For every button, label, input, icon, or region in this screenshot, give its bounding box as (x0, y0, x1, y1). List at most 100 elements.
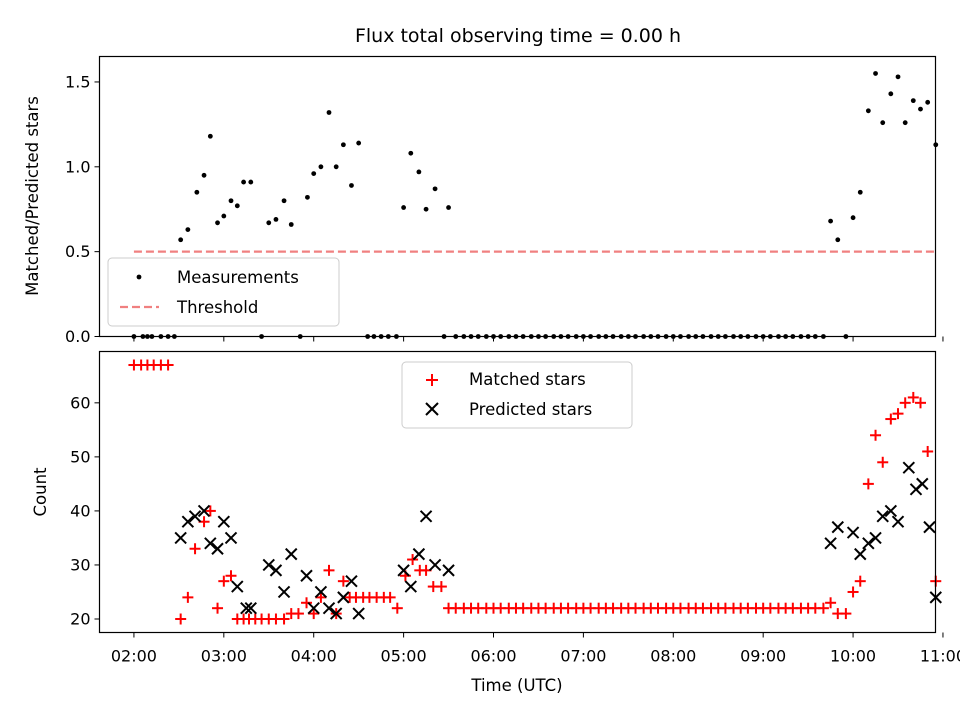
y-tick-label: 60 (70, 393, 90, 412)
matched-stars-point (204, 505, 216, 517)
measurements-point (201, 172, 207, 178)
measurements-point (305, 194, 310, 200)
predicted-stars-point (891, 515, 905, 528)
measurements-point (241, 179, 246, 185)
matched-stars-point (218, 575, 230, 587)
measurements-point (446, 205, 451, 210)
matched-stars-point (384, 591, 396, 603)
measurements-point (416, 169, 422, 175)
matched-stars-point (391, 602, 403, 614)
matched-stars-point (182, 591, 194, 603)
measurements-point (311, 171, 317, 176)
measurements-point (408, 150, 414, 156)
predicted-stars-point (412, 547, 426, 561)
measurements-point (333, 164, 339, 170)
measurements-point (356, 140, 362, 146)
predicted-stars-point (174, 531, 187, 545)
matched-stars-point (407, 554, 419, 566)
matched-stars-point (337, 575, 349, 587)
ratio-panel-ticks: 0.0 0.5 1.0 1.5 (65, 72, 944, 346)
matched-stars-point (854, 575, 866, 587)
count-panel-series (128, 359, 942, 625)
measurements-point (857, 189, 863, 195)
measurements-point (194, 189, 200, 195)
predicted-stars-point (285, 547, 298, 561)
matched-stars-point (840, 608, 852, 620)
legend-label-threshold: Threshold (176, 298, 258, 317)
predicted-stars-point (197, 504, 211, 518)
x-tick-label: 09:00 (740, 647, 786, 666)
legend-label-measurements: Measurements (177, 268, 299, 287)
measurements-point (178, 237, 184, 243)
predicted-stars-point (419, 510, 433, 523)
measurements-point (326, 110, 332, 115)
matched-stars-point (914, 397, 926, 409)
predicted-stars-point (404, 580, 418, 593)
count-legend-box (401, 361, 633, 429)
ratio-panel-frame (98, 55, 937, 338)
matched-stars-point (308, 608, 320, 620)
predicted-stars-point (224, 531, 238, 545)
matched-stars-point (892, 408, 904, 420)
count-legend: Matched stars Predicted stars (401, 361, 633, 429)
matched-stars-point (817, 602, 829, 614)
measurements-point (423, 206, 429, 212)
matched-stars-point (847, 586, 859, 598)
x-tick-label: 04:00 (291, 647, 337, 666)
measurements-point (248, 179, 254, 185)
measurements-point (401, 205, 407, 210)
predicted-stars-point (352, 607, 365, 620)
matched-stars-point (323, 564, 335, 576)
matched-stars-point (907, 391, 919, 403)
predicted-stars-point (300, 569, 313, 582)
predicted-stars-point (884, 504, 898, 518)
measurements-point (873, 71, 878, 76)
predicted-stars-point (277, 585, 291, 599)
measurements-point (910, 98, 916, 104)
y-tick-label: 50 (70, 447, 90, 466)
count-panel-ticks: 20 30 40 50 60 02:00 03:00 04:00 05:00 06:00 07:00… (70, 393, 960, 665)
predicted-stars-point (876, 510, 889, 523)
ratio-panel-ylabel: Matched/Predicted stars (23, 96, 42, 296)
matched-stars-point (877, 456, 889, 468)
predicted-stars-point (322, 601, 336, 615)
measurements-point (828, 218, 833, 224)
y-tick-label: 1.5 (65, 72, 90, 91)
measurements-point (234, 203, 240, 209)
legend-marker-predicted-stars (425, 402, 439, 416)
measurements-point (318, 164, 324, 170)
x-tick-label: 02:00 (111, 647, 157, 666)
legend-label-predicted-stars: Predicted stars (469, 400, 592, 419)
ratio-panel: 0.0 0.5 1.0 1.5 Matched/Predicted stars Mea… (23, 55, 944, 346)
matched-stars-point (162, 359, 174, 371)
y-tick-label: 0.5 (65, 242, 90, 261)
count-panel: 20 30 40 50 60 02:00 03:00 04:00 05:00 06:00 07:00… (31, 350, 960, 695)
measurements-point (228, 198, 234, 204)
matched-stars-point (212, 602, 224, 614)
predicted-stars-point (869, 531, 882, 545)
x-tick-label: 10:00 (830, 647, 876, 666)
x-tick-label: 08:00 (650, 647, 696, 666)
predicted-stars-point (188, 510, 202, 523)
predicted-stars-point (824, 537, 837, 550)
predicted-stars-point (345, 574, 358, 588)
y-tick-label: 1.0 (65, 157, 90, 176)
measurements-point (432, 186, 438, 192)
predicted-stars-point (314, 585, 328, 599)
predicted-stars-point (902, 461, 916, 474)
measurements-point (207, 133, 213, 139)
measurements-point (850, 215, 856, 221)
predicted-stars-point (244, 601, 257, 615)
legend-label-matched-stars: Matched stars (469, 370, 586, 389)
matched-stars-point (885, 413, 897, 425)
matched-stars-point (899, 397, 911, 409)
measurements-point (902, 120, 908, 126)
measurements-point (266, 220, 272, 226)
predicted-stars-point (329, 607, 343, 620)
predicted-stars-point (916, 477, 929, 491)
ratio-panel-series (131, 71, 939, 339)
predicted-stars-point (428, 558, 442, 572)
x-tick-label: 05:00 (381, 647, 427, 666)
measurements-point (888, 91, 894, 97)
x-tick-label: 07:00 (560, 647, 606, 666)
